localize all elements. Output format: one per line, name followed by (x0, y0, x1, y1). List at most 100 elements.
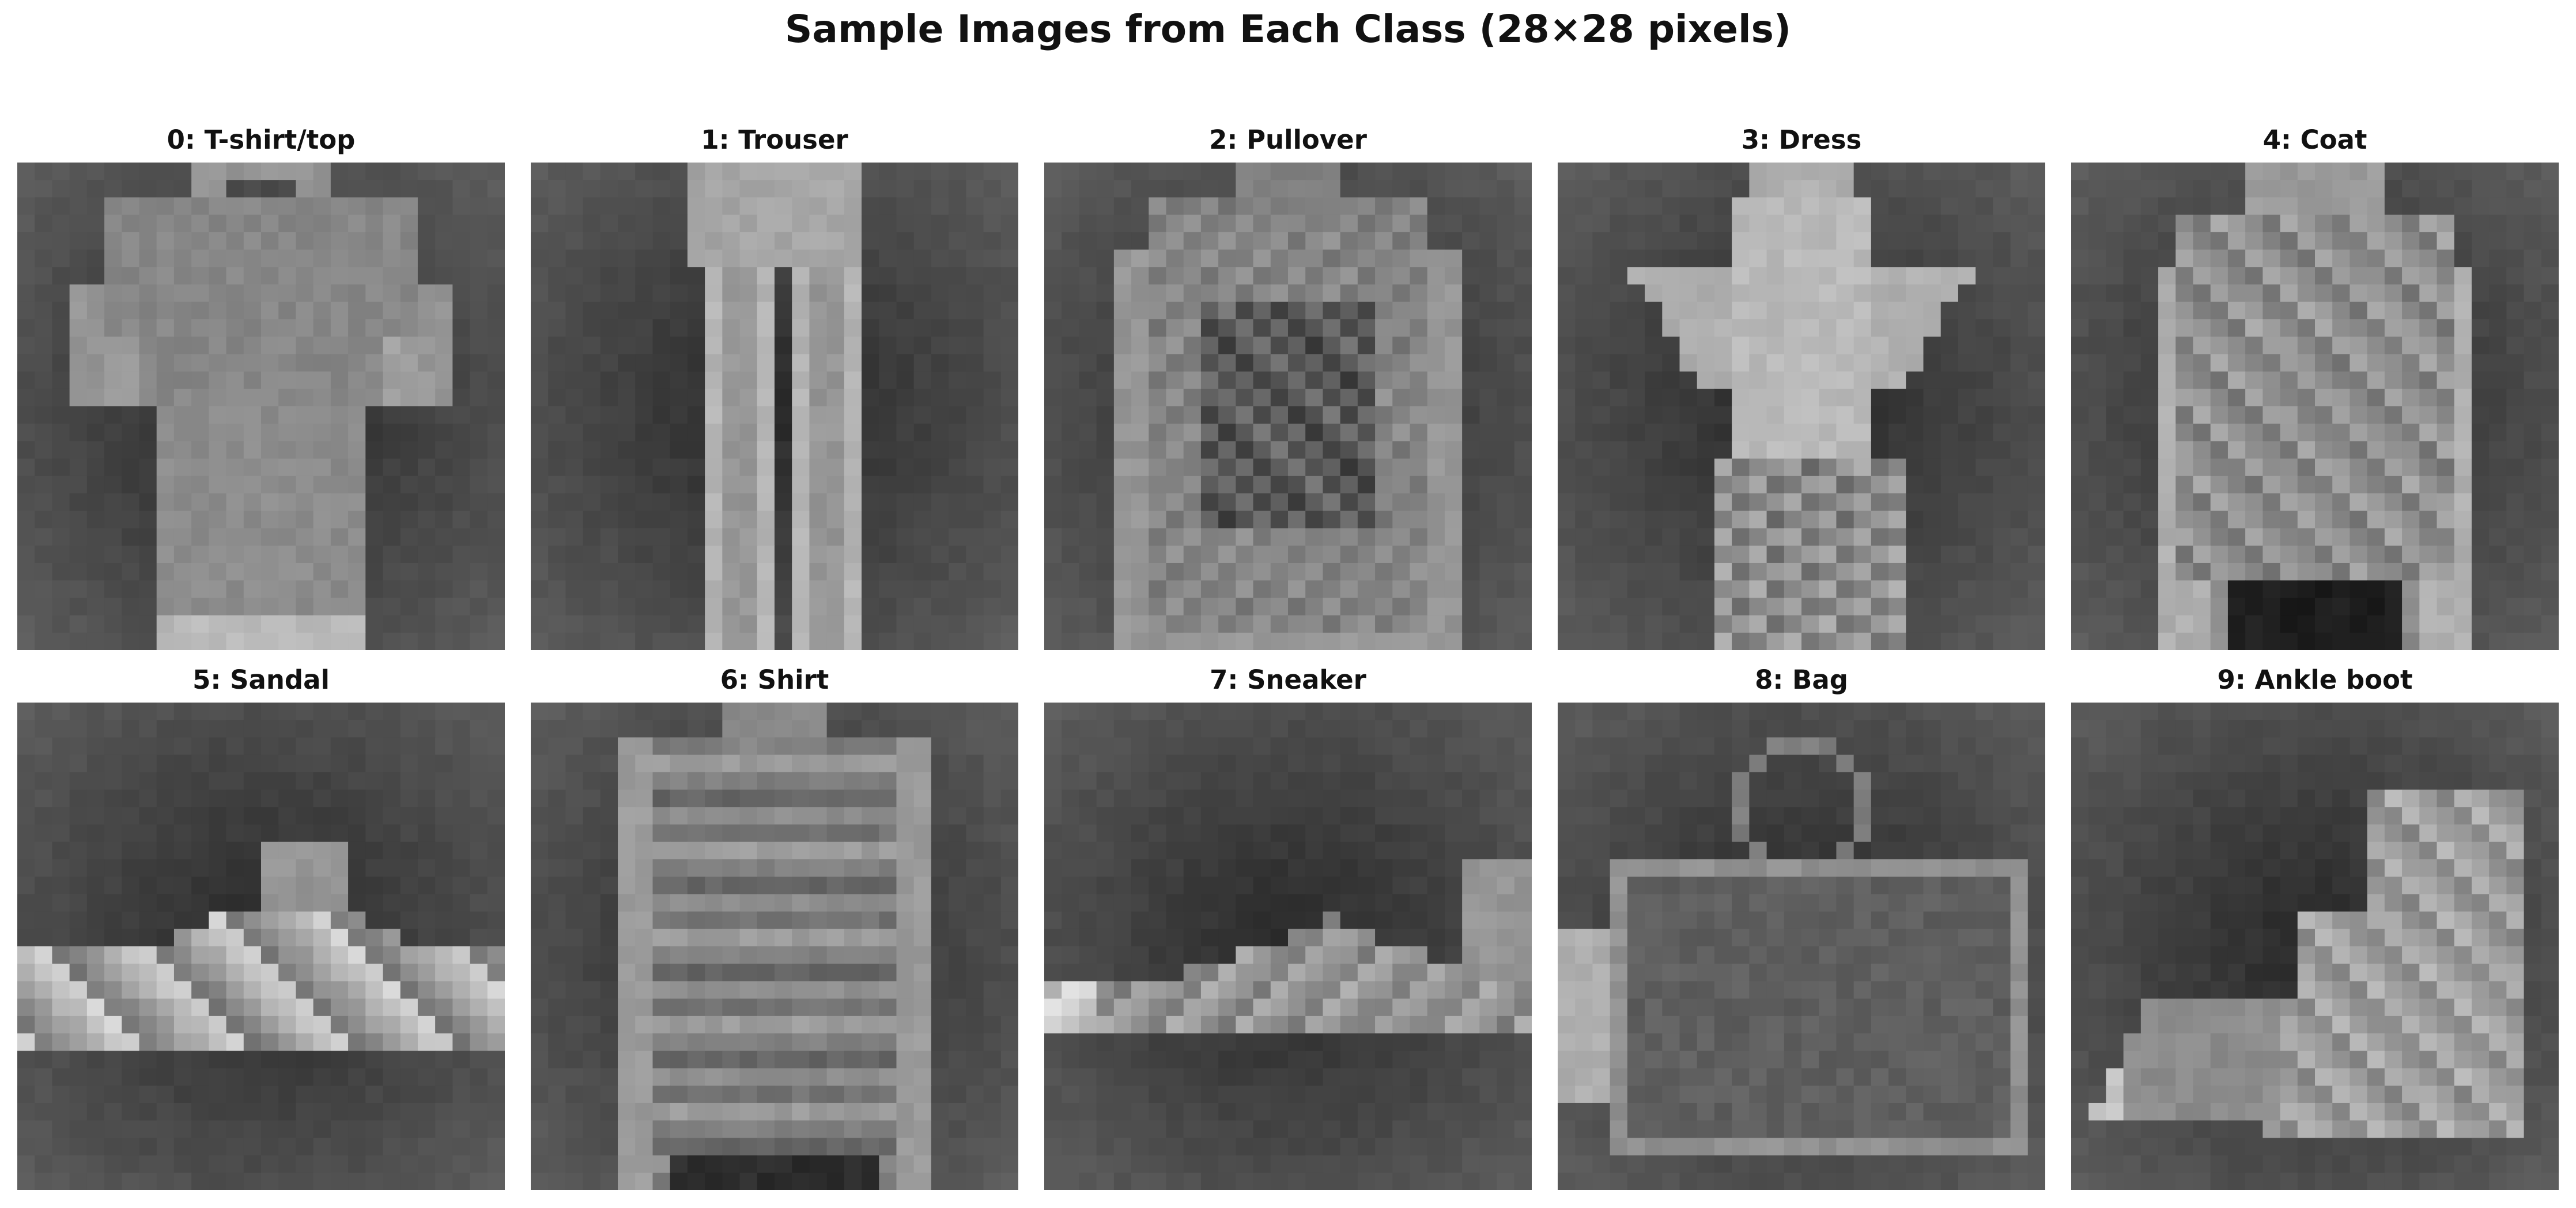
pixel (2010, 354, 2029, 372)
pixel (1444, 458, 1463, 477)
pixel (2506, 424, 2525, 442)
pixel (548, 301, 566, 320)
pixel (949, 511, 966, 529)
pixel (1993, 371, 2011, 390)
pixel (1645, 580, 1663, 598)
pixel (1784, 563, 1802, 581)
pixel (2123, 197, 2141, 216)
pixel (1200, 441, 1219, 459)
pixel (722, 319, 741, 337)
pixel (1645, 354, 1663, 372)
pixel (1679, 197, 1698, 216)
pixel (365, 981, 384, 999)
pixel (2315, 371, 2333, 390)
pixel (243, 1033, 262, 1051)
pixel (1853, 354, 1872, 372)
pixel (330, 790, 349, 807)
pixel (531, 824, 549, 843)
pixel (1183, 615, 1202, 633)
pixel (826, 337, 845, 354)
pixel (2419, 388, 2438, 407)
pixel (1888, 511, 1906, 529)
pixel (2210, 301, 2228, 320)
pixel (365, 406, 384, 424)
pixel (1514, 406, 1532, 424)
pixel (35, 615, 53, 633)
pixel (2071, 545, 2089, 564)
pixel (156, 824, 175, 843)
pixel (330, 737, 349, 756)
pixel (417, 267, 436, 285)
pixel (826, 441, 845, 459)
pixel (1462, 441, 1480, 459)
pixel (1645, 598, 1663, 616)
pixel (983, 790, 1002, 807)
pixel (983, 772, 1002, 790)
pixel (722, 214, 741, 233)
pixel (792, 267, 810, 285)
pixel (1558, 441, 1576, 459)
pixel (226, 180, 244, 198)
pixel (2524, 197, 2542, 216)
pixel (705, 580, 723, 598)
pixel (2419, 441, 2438, 459)
pixel (1645, 388, 1663, 407)
pixel (2106, 615, 2124, 633)
pixel (2140, 475, 2159, 494)
pixel (139, 859, 157, 877)
pixel (931, 598, 949, 616)
pixel (826, 528, 845, 546)
pixel (2227, 232, 2246, 250)
pixel (1044, 563, 1062, 581)
pixel (470, 1051, 488, 1069)
pixel (2315, 475, 2333, 494)
pixel (52, 911, 70, 930)
pixel (487, 824, 505, 843)
pixel (722, 841, 741, 860)
pixel (1392, 232, 1411, 250)
pixel (1575, 563, 1593, 581)
pixel (826, 284, 845, 303)
pixel (565, 267, 584, 285)
pixel (348, 319, 366, 337)
pixel (600, 632, 618, 650)
pixel (2541, 214, 2559, 233)
pixel (1375, 163, 1393, 180)
pixel (1940, 563, 1959, 581)
pixel (2027, 180, 2045, 198)
pixel (548, 371, 566, 390)
pixel (243, 841, 262, 860)
pixel (2350, 511, 2368, 529)
pixel (35, 493, 53, 511)
pixel (1288, 319, 1306, 337)
pixel (17, 928, 35, 947)
pixel (1836, 615, 1854, 633)
pixel (261, 737, 279, 756)
pixel (2123, 163, 2141, 180)
pixel (156, 703, 175, 720)
pixel (2541, 406, 2559, 424)
pixel (2140, 354, 2159, 372)
pixel (1993, 197, 2011, 216)
pixel (1131, 232, 1149, 250)
pixel (365, 1051, 384, 1069)
pixel (2027, 563, 2045, 581)
pixel (1096, 545, 1115, 564)
pixel (452, 703, 471, 720)
pixel (1853, 197, 1872, 216)
pixel (348, 737, 366, 756)
pixel (487, 1051, 505, 1069)
pixel (261, 301, 279, 320)
pixel (548, 528, 566, 546)
pixel (296, 267, 314, 285)
pixel (1113, 528, 1132, 546)
pixel (296, 928, 314, 947)
pixel (1610, 493, 1628, 511)
pixel (826, 841, 845, 860)
pixel (1149, 250, 1167, 267)
pixel (2280, 319, 2298, 337)
pixel (2419, 528, 2438, 546)
pixel (722, 441, 741, 459)
pixel (2158, 388, 2176, 407)
pixel (1149, 580, 1167, 598)
